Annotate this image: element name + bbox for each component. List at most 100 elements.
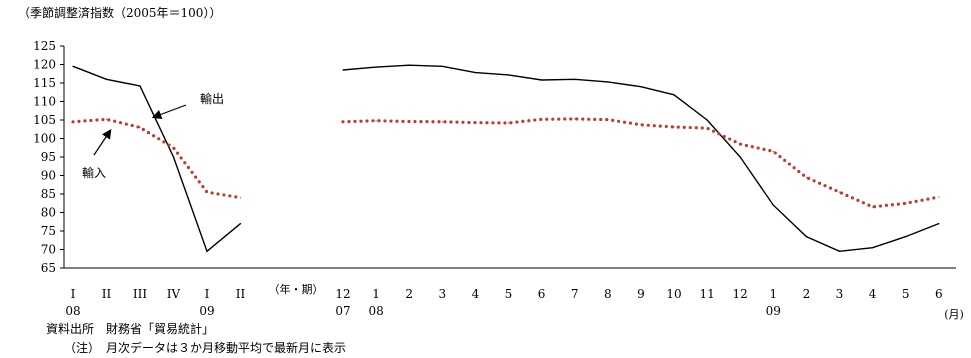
export-point xyxy=(772,204,774,206)
import-series-quarterly xyxy=(71,117,243,200)
export-point xyxy=(441,65,443,67)
import-point xyxy=(375,120,377,122)
import-point xyxy=(172,147,175,149)
x-tick-label: 2 xyxy=(803,287,811,301)
y-tick-label: 80 xyxy=(41,206,56,220)
x-tick-label: II xyxy=(102,287,112,301)
export-point xyxy=(872,247,874,249)
x-unit-label: （年・期） xyxy=(269,282,324,296)
x-unit-label: (月) xyxy=(944,308,964,321)
import-point xyxy=(872,206,874,208)
export-annotation: 輸出 xyxy=(200,91,224,106)
export-point xyxy=(607,81,609,83)
import-point xyxy=(541,118,543,120)
import-point xyxy=(673,126,675,128)
export-point xyxy=(172,156,175,158)
export-series-monthly xyxy=(342,64,940,253)
x-tick-label: I xyxy=(205,287,210,301)
y-tick-label: 75 xyxy=(41,224,56,238)
source-note: 資料出所 財務省「貿易統計」 xyxy=(46,322,215,336)
y-tick-label: 125 xyxy=(33,39,56,53)
export-point xyxy=(239,223,242,225)
x-tick-label: 12 xyxy=(733,287,748,301)
y-tick-label: 120 xyxy=(33,58,56,72)
export-series-quarterly xyxy=(72,65,241,253)
import-point xyxy=(640,124,642,126)
import-point xyxy=(805,176,808,178)
chart-title: （季節調整済指数（2005年＝100）） xyxy=(18,5,221,20)
y-tick-label: 65 xyxy=(41,261,56,275)
export-point xyxy=(838,250,841,252)
export-point xyxy=(342,69,344,71)
x-tick-label: 11 xyxy=(699,287,714,301)
footnote: （注） 月次データは３か月移動平均で最新月に表示 xyxy=(64,341,347,355)
export-point xyxy=(805,235,808,238)
import-point xyxy=(507,122,510,124)
x-tick-label: 6 xyxy=(538,287,546,301)
year-label: 07 xyxy=(335,304,350,318)
export-arrow xyxy=(151,104,187,119)
export-point xyxy=(474,72,476,74)
export-point xyxy=(72,65,74,67)
x-tick-label: II xyxy=(236,287,246,301)
import-point xyxy=(239,197,242,199)
import-annotation: 輸入 xyxy=(82,165,106,180)
export-point xyxy=(673,94,675,96)
export-point xyxy=(905,235,907,238)
import-point xyxy=(342,121,344,123)
export-point xyxy=(408,64,410,66)
y-tick-label: 90 xyxy=(41,169,56,183)
x-tick-label: 12 xyxy=(335,287,350,301)
import-point xyxy=(574,118,576,120)
export-point xyxy=(739,156,741,158)
x-tick-label: 5 xyxy=(902,287,910,301)
import-point xyxy=(739,143,741,145)
x-tick-label: 4 xyxy=(472,287,480,301)
x-tick-label: IV xyxy=(167,287,181,301)
export-point xyxy=(541,79,543,81)
x-tick-label: 8 xyxy=(604,287,612,301)
x-tick-label: I xyxy=(71,287,76,301)
export-point xyxy=(640,86,642,88)
import-arrow xyxy=(93,129,112,156)
import-series-monthly xyxy=(341,117,941,209)
x-tick-label: 4 xyxy=(869,287,877,301)
x-tick-label: 10 xyxy=(666,287,681,301)
x-tick-label: 5 xyxy=(505,287,513,301)
import-point xyxy=(206,191,208,193)
import-point xyxy=(474,121,476,124)
import-point xyxy=(105,118,108,120)
x-tick-label: 2 xyxy=(405,287,413,301)
year-label: 09 xyxy=(199,304,214,318)
import-point xyxy=(706,127,708,129)
import-point xyxy=(607,119,609,121)
import-point xyxy=(72,121,74,123)
y-tick-label: 105 xyxy=(33,113,56,127)
import-point xyxy=(905,202,907,204)
y-tick-label: 110 xyxy=(33,95,56,109)
x-tick-label: 9 xyxy=(637,287,645,301)
export-point xyxy=(574,78,576,80)
export-point xyxy=(375,66,377,68)
x-tick-label: 7 xyxy=(571,287,579,301)
export-point xyxy=(507,74,510,76)
x-tick-label: 3 xyxy=(836,287,844,301)
x-tick-label: III xyxy=(133,287,147,301)
y-tick-label: 70 xyxy=(41,243,56,257)
x-tick-label: 6 xyxy=(935,287,943,301)
import-point xyxy=(441,121,443,123)
import-point xyxy=(838,191,841,193)
export-point xyxy=(105,78,108,80)
y-tick-label: 85 xyxy=(41,187,56,201)
import-point xyxy=(408,120,410,123)
export-point xyxy=(706,119,708,121)
x-tick-label: 1 xyxy=(372,287,380,301)
y-tick-label: 115 xyxy=(33,76,56,90)
x-tick-label: 3 xyxy=(438,287,446,301)
year-label: 09 xyxy=(766,304,781,318)
export-point xyxy=(206,250,208,252)
year-label: 08 xyxy=(368,304,383,318)
export-point xyxy=(139,85,141,87)
import-point xyxy=(938,196,940,198)
